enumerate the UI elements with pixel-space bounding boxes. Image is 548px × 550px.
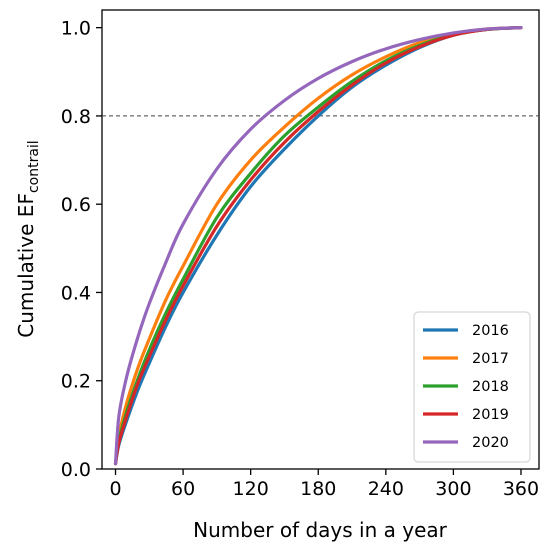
x-axis-ticks: 0 60 120 180 240 300 360 (109, 469, 539, 500)
series-line-2020 (113, 26, 523, 466)
y-tick-label: 0.6 (61, 194, 91, 216)
y-tick-label: 0.8 (61, 106, 91, 128)
legend-box (413, 311, 531, 463)
legend-label-2019: 2019 (472, 407, 509, 423)
legend-label-2018: 2018 (472, 379, 509, 395)
x-axis-title: Number of days in a year (193, 518, 447, 542)
legend-label-2017: 2017 (472, 351, 509, 367)
series-line-2017 (113, 26, 523, 466)
series-line-2019 (113, 26, 523, 466)
x-tick-label: 360 (503, 478, 539, 500)
y-tick-label: 1.0 (61, 18, 91, 40)
legend: 2016 2017 2018 2019 2020 (413, 311, 531, 463)
y-tick-label: 0.4 (61, 282, 91, 304)
series-lines (113, 26, 523, 466)
x-tick-label: 180 (300, 478, 336, 500)
x-tick-label: 60 (171, 478, 195, 500)
y-axis-title-subscript: contrail (26, 140, 42, 193)
y-tick-label: 0.2 (61, 371, 91, 393)
plot-area-frame (101, 9, 540, 470)
x-tick-label: 120 (233, 478, 269, 500)
x-tick-label: 300 (435, 478, 471, 500)
legend-items: 2016 2017 2018 2019 2020 (423, 323, 509, 451)
x-tick-label: 0 (109, 478, 121, 500)
legend-label-2016: 2016 (472, 323, 509, 339)
y-axis-title: Cumulative EFcontrail (14, 140, 42, 337)
legend-label-2020: 2020 (472, 435, 509, 451)
y-tick-label: 0.0 (61, 459, 91, 481)
x-tick-label: 240 (368, 478, 404, 500)
y-axis-ticks: 0.0 0.2 0.4 0.6 0.8 1.0 (61, 18, 102, 481)
y-axis-title-main: Cumulative EF (14, 193, 38, 338)
